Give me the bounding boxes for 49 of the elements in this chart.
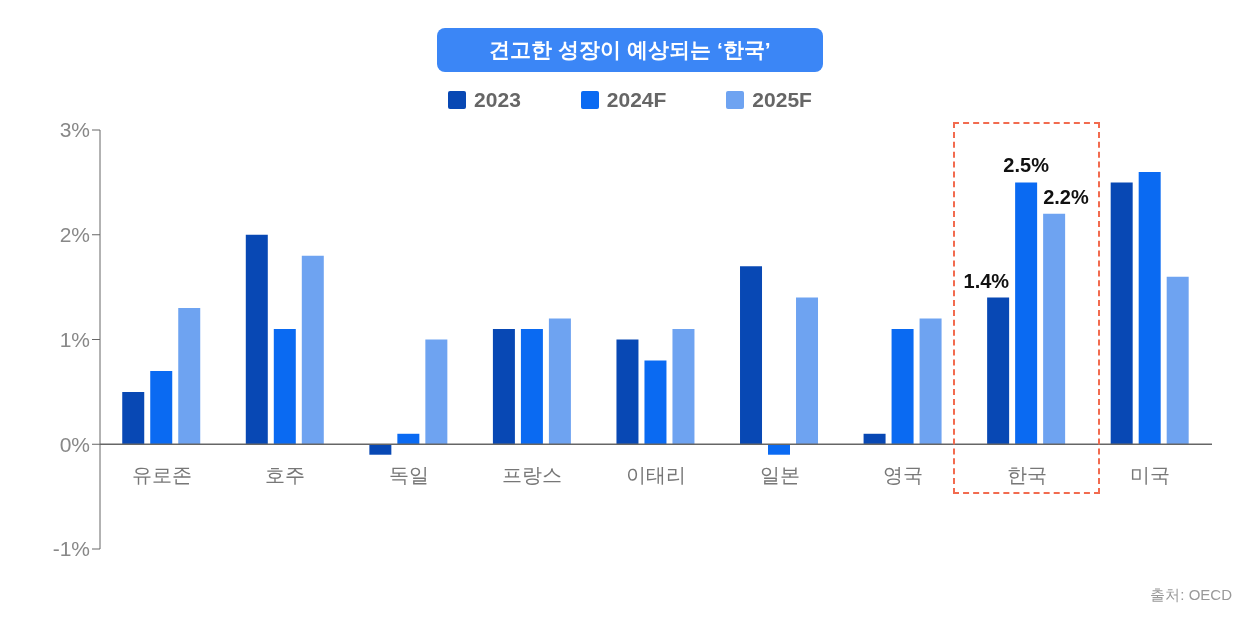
x-tick-label: 호주 bbox=[265, 464, 306, 487]
legend-label: 2024F bbox=[606, 88, 667, 112]
bar bbox=[548, 318, 571, 445]
bar bbox=[891, 329, 914, 445]
bar bbox=[520, 329, 543, 445]
y-tick-label: -1% bbox=[52, 537, 90, 561]
bar bbox=[616, 339, 639, 445]
x-tick-label: 이태리 bbox=[626, 464, 686, 487]
source-note: 출처: OECD bbox=[1150, 586, 1232, 605]
data-label: 2.2% bbox=[1043, 185, 1089, 208]
chart-title: 견고한 성장이 예상되는 ‘한국’ bbox=[437, 28, 823, 72]
x-tick-label: 한국 bbox=[1006, 464, 1047, 487]
x-tick-label: 유로존 bbox=[131, 464, 192, 487]
y-tick-label: 3% bbox=[59, 118, 90, 142]
bar bbox=[425, 339, 448, 445]
bar bbox=[740, 266, 763, 445]
bar bbox=[369, 444, 392, 455]
bar bbox=[919, 318, 942, 445]
bar bbox=[301, 255, 324, 445]
data-label: 2.5% bbox=[1003, 154, 1050, 177]
y-tick-label: 2% bbox=[59, 223, 90, 247]
x-tick-label: 일본 bbox=[759, 464, 800, 487]
bar bbox=[1043, 213, 1066, 445]
legend-label: 2025F bbox=[752, 88, 812, 112]
bar bbox=[672, 329, 695, 445]
bar bbox=[796, 297, 819, 445]
bar bbox=[492, 329, 515, 445]
bar bbox=[1138, 171, 1161, 445]
bar bbox=[987, 297, 1010, 445]
x-tick-label: 영국 bbox=[883, 464, 924, 487]
y-tick-label: 0% bbox=[59, 432, 90, 456]
bar bbox=[245, 234, 268, 445]
bar bbox=[1110, 182, 1133, 445]
bar bbox=[397, 433, 420, 445]
bar bbox=[122, 391, 145, 445]
bar bbox=[1166, 276, 1189, 445]
legend-label: 2023 bbox=[474, 88, 521, 112]
x-tick-label: 독일 bbox=[388, 464, 429, 487]
x-tick-label: 프랑스 bbox=[502, 464, 563, 487]
bar bbox=[768, 444, 791, 455]
bar bbox=[863, 433, 886, 445]
bar bbox=[1015, 182, 1038, 445]
x-tick-label: 미국 bbox=[1130, 464, 1171, 487]
y-tick-label: 1% bbox=[59, 327, 90, 351]
bar bbox=[150, 370, 173, 445]
bar bbox=[644, 360, 667, 445]
bar bbox=[273, 329, 296, 445]
data-label: 1.4% bbox=[963, 269, 1010, 292]
bar bbox=[178, 308, 201, 445]
